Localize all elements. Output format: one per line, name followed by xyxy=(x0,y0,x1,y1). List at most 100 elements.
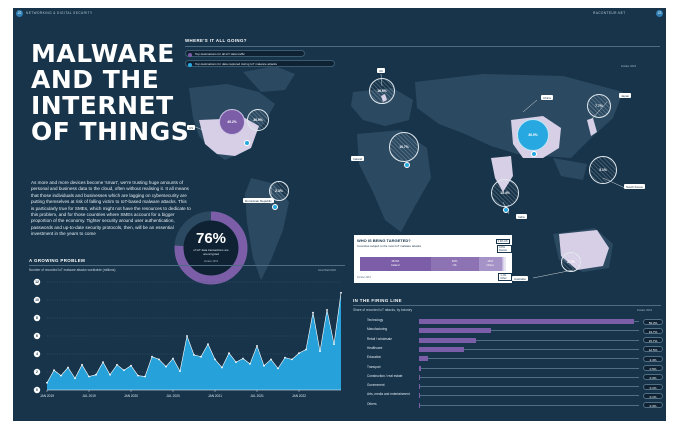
industry-label: Construction / real estate xyxy=(367,373,403,378)
industry-label: Arts, media and entertainment xyxy=(367,392,410,397)
data-point xyxy=(333,343,335,345)
data-point xyxy=(277,367,279,370)
industry-value: 0.5% xyxy=(643,365,663,371)
target-segment-value: 16% xyxy=(487,259,493,263)
industry-row: Arts, media and entertainment 0.1% xyxy=(367,391,663,400)
industry-bar xyxy=(419,319,635,324)
donut-fill xyxy=(174,211,248,285)
industry-bar xyxy=(419,402,421,408)
title-line: MALWARE xyxy=(31,39,175,68)
industry-bar xyxy=(419,337,477,343)
industry-label: Others xyxy=(367,401,377,406)
map-source: Zscaler 2019 xyxy=(621,65,636,68)
target-segment-china: 16% China xyxy=(478,257,502,271)
industry-guide-line xyxy=(419,395,639,396)
data-point xyxy=(158,358,160,361)
data-point xyxy=(291,358,293,361)
south-america-shape xyxy=(245,178,289,280)
industry-bar xyxy=(419,393,420,399)
left-page-number: 22 xyxy=(16,10,23,17)
industry-value: 0.3% xyxy=(643,374,663,381)
target-segment-russia xyxy=(503,257,505,271)
data-point xyxy=(81,363,83,366)
industry-guide-line xyxy=(419,339,639,341)
y-tick-badge xyxy=(33,386,41,394)
industry-bar xyxy=(419,328,491,334)
data-point xyxy=(256,345,258,347)
data-point xyxy=(249,363,251,365)
donut-graphic xyxy=(174,211,248,285)
data-point xyxy=(88,375,90,378)
industry-value: 12.5% xyxy=(643,346,663,353)
who-targeted-source: Zscaler 2019 xyxy=(357,276,371,279)
firing-heading-rule xyxy=(353,305,661,306)
target-tag-russia: 0.9% Russia xyxy=(497,245,512,253)
y-tick-label: 10 xyxy=(35,298,39,302)
industry-bar xyxy=(419,346,465,352)
asia-shape xyxy=(415,74,623,158)
data-point xyxy=(95,373,97,376)
y-tick-badge xyxy=(33,296,41,304)
industry-label: Retail / wholesale xyxy=(367,336,392,341)
map-label-uk: UK xyxy=(377,68,386,73)
target-segment-value: 48.6% xyxy=(391,259,400,263)
target-segment-other xyxy=(504,257,506,271)
bubble-japan: 7.7% xyxy=(587,94,611,118)
who-targeted-title: WHO IS BEING TARGETED? xyxy=(357,238,411,243)
bubble-india: 15.4% xyxy=(491,179,519,207)
industry-row: Technology 59.3% xyxy=(367,317,663,326)
x-tick-label: JAN 2020 xyxy=(124,394,138,398)
area-fill xyxy=(47,292,341,390)
growing-heading: A GROWING PROBLEM xyxy=(29,258,86,263)
donut-caption: of IoT data transactions are unencrypted xyxy=(193,248,229,256)
target-segment-label: US xyxy=(452,262,457,267)
industry-guide-line xyxy=(419,348,639,350)
data-point xyxy=(165,365,167,368)
industry-label: Transport xyxy=(367,364,381,369)
pin-india xyxy=(503,207,509,213)
x-tick-label: JAN 2022 xyxy=(292,394,306,398)
industry-label: Technology xyxy=(367,318,384,322)
data-point xyxy=(242,357,244,360)
who-targeted-bar: 48.6% Ireland 33% US 16% China 0.9% UK 0.9% Rus… xyxy=(354,235,512,283)
bubble-uk: 16.6% xyxy=(369,78,395,104)
industry-row: Healthcare 12.5% xyxy=(367,345,663,354)
bubble-dominican-republic: 2.3% xyxy=(269,181,289,201)
data-point xyxy=(109,373,111,376)
map-label-india: India xyxy=(516,214,527,219)
data-point xyxy=(144,375,146,378)
industry-guide-line xyxy=(419,358,639,359)
data-point xyxy=(263,364,265,367)
industry-label: Education xyxy=(367,355,382,360)
target-segment-value: 33% xyxy=(451,259,458,263)
bubble-ireland: 10.7% xyxy=(389,132,419,162)
industry-label: Healthcare xyxy=(367,345,383,350)
data-point xyxy=(172,357,174,360)
left-page-header: NETWORKING & DIGITAL SECURITY xyxy=(26,11,93,15)
us-highlight xyxy=(199,118,259,156)
legend-label: Top destinations for all IoT data traffi… xyxy=(195,52,245,56)
firing-heading: IN THE FIRING LINE xyxy=(353,298,402,303)
industry-row: Retail / wholesale 15.7% xyxy=(367,336,663,345)
bubble-australia: 2.7% xyxy=(561,252,581,272)
data-point xyxy=(200,355,202,358)
data-point xyxy=(207,343,209,345)
data-point xyxy=(74,377,76,380)
industry-value: 0.1% xyxy=(643,392,663,399)
data-point xyxy=(193,354,195,356)
data-point xyxy=(228,352,230,354)
industry-bar xyxy=(419,384,420,390)
intro-paragraph: As more and more devices become 'smart',… xyxy=(31,180,191,237)
legend-dot-blue xyxy=(188,62,192,67)
industry-value: 15.7% xyxy=(643,337,663,344)
growing-source: SonicWall 2020 xyxy=(318,269,336,272)
x-tick-label: JUL 2020 xyxy=(166,394,180,398)
target-tag-other: 1.1% Other xyxy=(498,273,512,281)
who-targeted-panel: WHO IS BEING TARGETED? Countries subject… xyxy=(354,235,512,283)
data-point xyxy=(270,358,272,361)
data-point xyxy=(284,356,286,359)
data-point xyxy=(123,369,125,372)
legend-dot-purple xyxy=(188,52,192,57)
map-label-japan: Japan xyxy=(619,93,632,98)
target-segment-ireland: 48.6% Ireland xyxy=(360,257,431,271)
